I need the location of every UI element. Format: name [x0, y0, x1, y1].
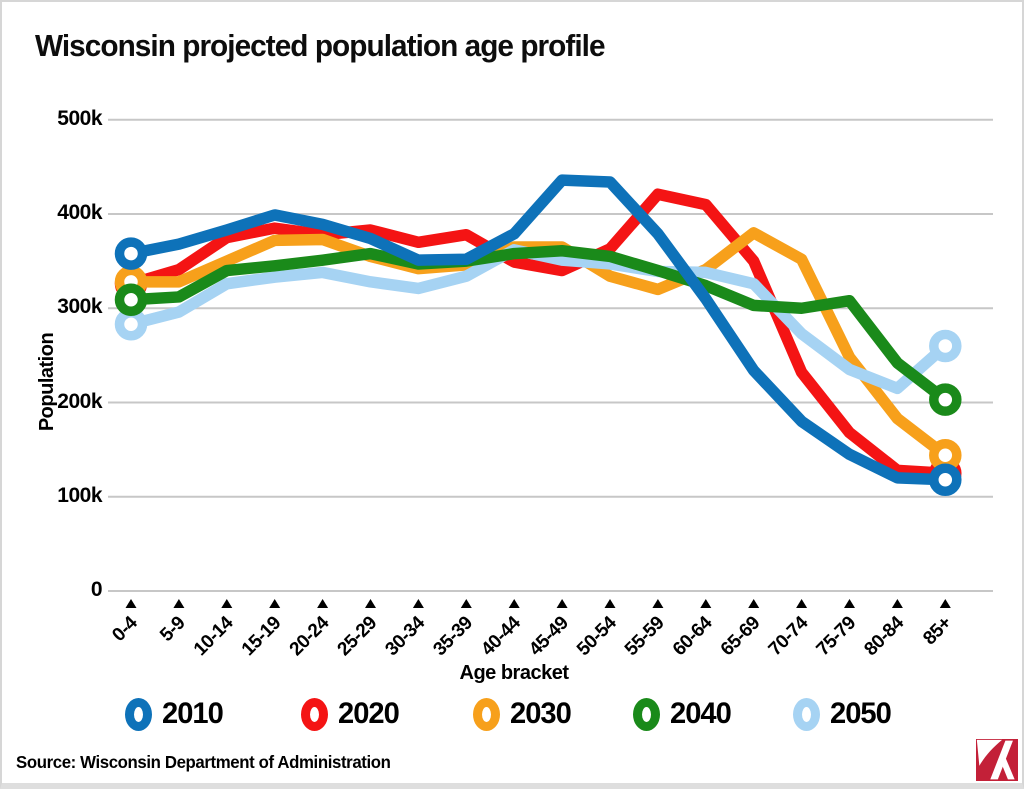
x-tick-triangle-icon: [173, 599, 185, 608]
series-line-2040: [125, 245, 952, 406]
series-line-2010: [125, 174, 952, 486]
logo-slash-icon: [990, 740, 1013, 780]
x-tick-triangle-icon: [460, 599, 472, 608]
series-line-2020: [125, 188, 952, 479]
x-tick-label: 30-34: [381, 612, 429, 660]
x-tick-label: 80-84: [860, 612, 908, 660]
logo-leg-icon: [1000, 757, 1015, 780]
endpoint-marker-2030: [929, 439, 962, 472]
x-tick-triangle-icon: [604, 599, 616, 608]
legend-ring-icon: [793, 697, 820, 731]
x-tick-triangle-icon: [365, 599, 376, 608]
legend-ring-icon: [633, 697, 660, 731]
y-tick-label: 100k: [57, 483, 102, 507]
endpoint-marker-2040: [114, 283, 148, 317]
x-tick-triangle-icon: [412, 599, 424, 608]
endpoint-marker-2010: [929, 463, 962, 497]
x-tick-triangle-icon: [221, 599, 233, 608]
legend-label: 2020: [338, 697, 400, 730]
x-tick-label: 10-14: [190, 612, 238, 660]
y-tick-label: 400k: [57, 201, 102, 224]
x-tick-label: 35-39: [429, 613, 476, 660]
x-tick-label: 15-19: [238, 613, 285, 660]
legend-item-2040: 2040: [633, 697, 733, 731]
y-tick-label: 500k: [57, 106, 102, 130]
x-tick-triangle-icon: [508, 599, 520, 608]
x-tick-triangle-icon: [317, 599, 329, 608]
endpoint-marker-2010: [114, 237, 148, 270]
x-axis-title: Age bracket: [459, 662, 570, 684]
x-tick-label: 25-29: [334, 613, 381, 660]
x-tick-label: 20-24: [286, 612, 334, 660]
source-text: Source: Wisconsin Department of Administ…: [16, 752, 391, 772]
x-tick-triangle-icon: [269, 599, 281, 608]
x-tick-triangle-icon: [748, 599, 760, 608]
y-tick-label: 300k: [57, 295, 102, 319]
x-tick-triangle-icon: [891, 599, 903, 608]
x-tick-label: 85+: [919, 612, 956, 649]
legend-item-2010: 2010: [125, 697, 225, 731]
x-tick-label: 75-79: [813, 613, 860, 660]
legend-label: 2040: [670, 697, 732, 730]
x-tick-label: 55-59: [621, 613, 668, 660]
y-tick-label: 0: [90, 578, 103, 601]
legend-label: 2050: [830, 697, 892, 730]
x-tick-triangle-icon: [796, 599, 808, 608]
legend-item-2020: 2020: [301, 697, 401, 731]
x-tick-label: 65-69: [717, 613, 764, 660]
x-tick-triangle-icon: [652, 599, 664, 608]
y-tick-label: 200k: [57, 389, 102, 413]
x-tick-triangle-icon: [125, 599, 137, 608]
legend-item-2030: 2030: [473, 697, 573, 731]
x-tick-label: 50-54: [573, 612, 621, 660]
x-tick-label: 60-64: [669, 612, 717, 660]
x-tick-label: 70-74: [765, 612, 813, 660]
page-title: Wisconsin projected population age profi…: [35, 28, 606, 63]
x-tick-triangle-icon: [556, 599, 568, 608]
endpoint-marker-2050: [114, 308, 148, 341]
x-tick-label: 5-9: [156, 613, 189, 646]
x-tick-triangle-icon: [939, 599, 951, 608]
x-tick-triangle-icon: [844, 599, 855, 608]
x-tick-label: 40-44: [477, 612, 525, 660]
legend-ring-icon: [125, 697, 152, 731]
legend-ring-icon: [473, 697, 500, 731]
legend-label: 2010: [162, 697, 224, 730]
x-tick-label: 0-4: [108, 612, 142, 646]
x-tick-triangle-icon: [700, 599, 712, 608]
logo-wedge-icon: [976, 739, 1003, 766]
publisher-logo: [976, 739, 1018, 781]
legend-ring-icon: [301, 697, 328, 731]
endpoint-marker-2050: [929, 329, 962, 363]
legend-label: 2030: [510, 697, 572, 730]
x-tick-label: 45-49: [525, 613, 572, 660]
legend-item-2050: 2050: [793, 697, 893, 731]
endpoint-marker-2040: [929, 383, 962, 416]
